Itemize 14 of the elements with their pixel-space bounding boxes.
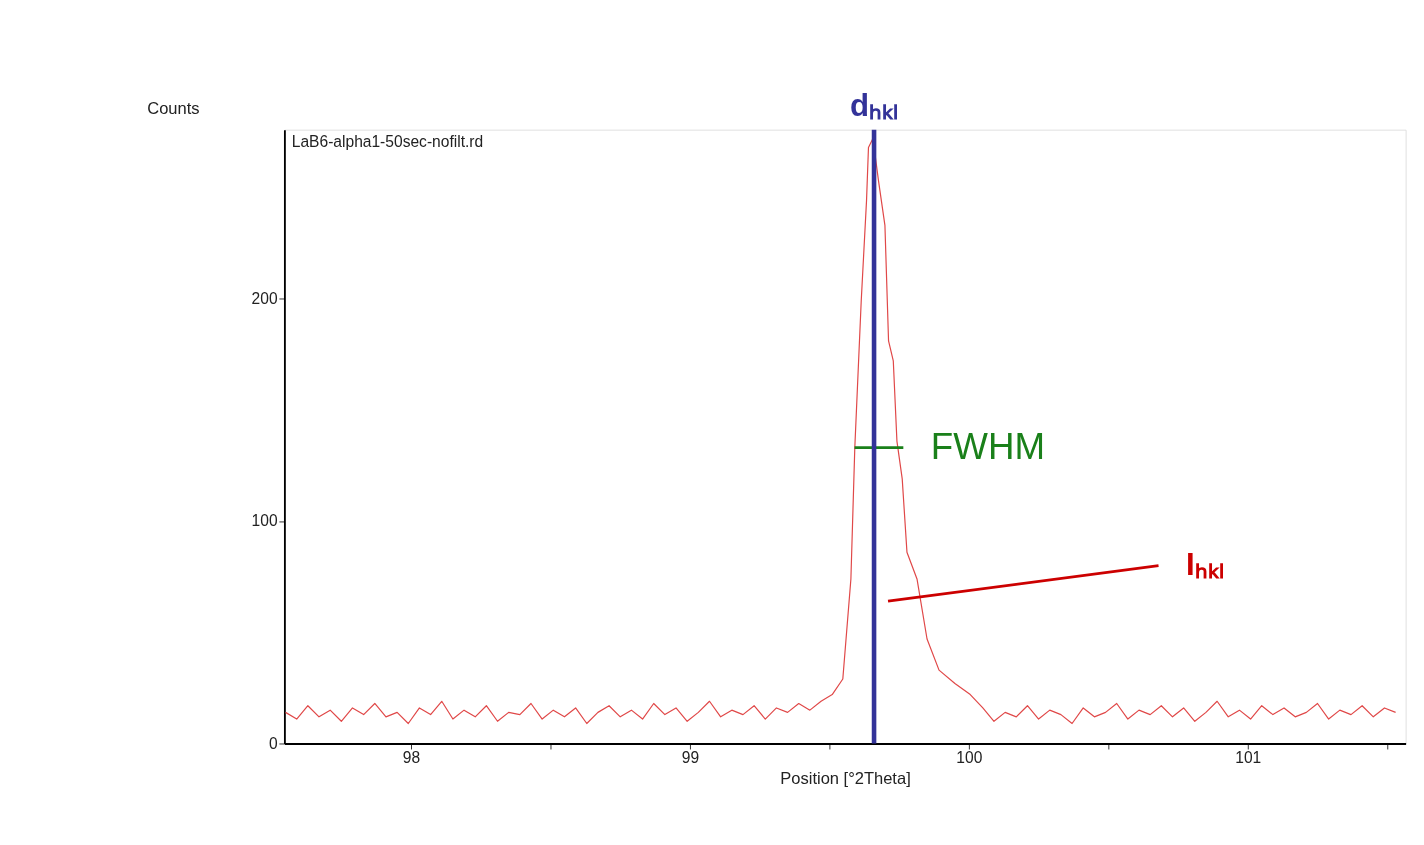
x-tick-label: 100 (956, 749, 983, 767)
y-axis-title: Counts (147, 98, 200, 117)
x-tick-label: 101 (1235, 749, 1262, 767)
line-series (284, 137, 1397, 725)
annotation: LaB6-alpha1-50sec-nofilt.rd (291, 133, 484, 151)
x-tick-label: 99 (681, 749, 700, 767)
x-tick-label: 98 (402, 749, 421, 767)
ref-line-label: dₕₖₗ (850, 87, 899, 123)
y-tick-label: 0 (268, 734, 278, 752)
series-label: FWHM (930, 425, 1045, 467)
y-tick-label: 100 (251, 512, 278, 530)
x-axis-title: Position [°2Theta] (780, 769, 911, 788)
y-tick-label: 200 (251, 289, 278, 307)
series-label: Iₕₖₗ (1186, 546, 1224, 582)
